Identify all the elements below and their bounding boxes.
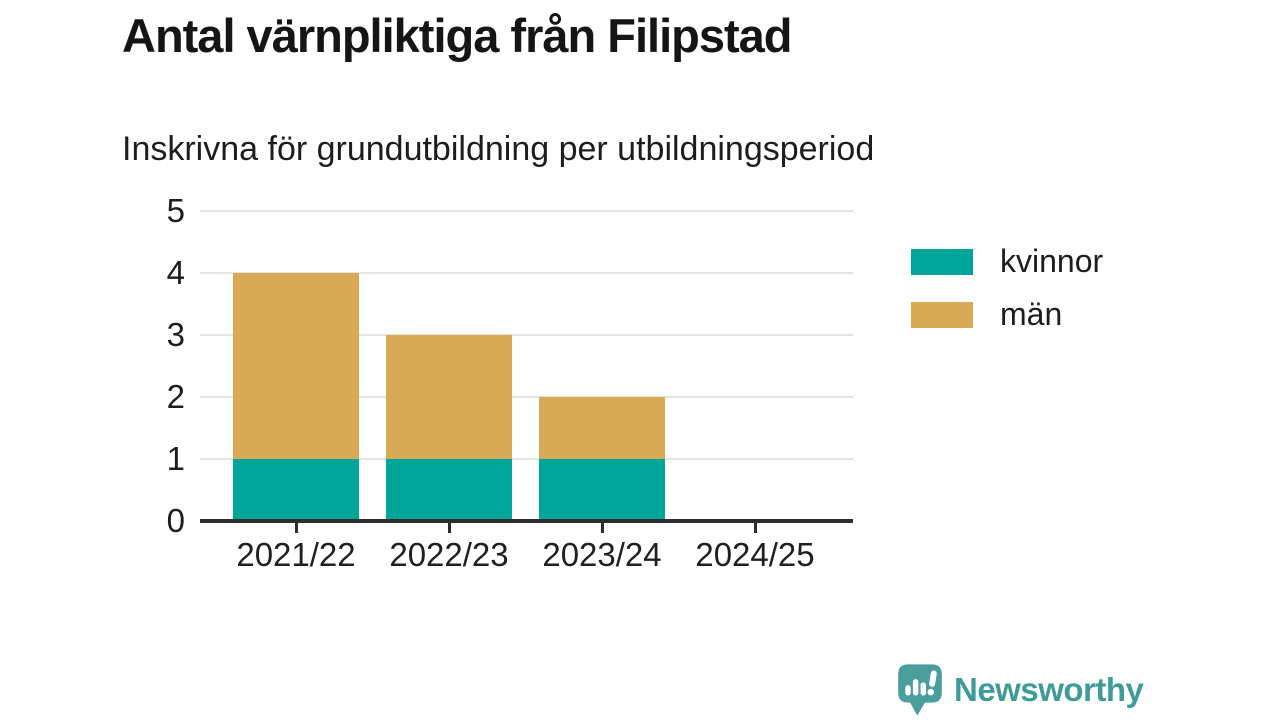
bar-segment-kvinnor: [539, 459, 665, 521]
bar-segment-kvinnor: [233, 459, 359, 521]
y-axis-label: 4: [166, 254, 185, 291]
newsworthy-logo: Newsworthy: [896, 662, 1144, 717]
bar-segment-män: [539, 397, 665, 459]
y-axis-label: 1: [166, 440, 185, 477]
x-axis-label: 2023/24: [542, 536, 662, 573]
y-axis-label: 0: [166, 502, 185, 539]
legend-item-män: män: [911, 296, 1103, 333]
x-axis-label: 2024/25: [695, 536, 815, 573]
legend-label: kvinnor: [1000, 243, 1104, 279]
newsworthy-bubble-icon: [898, 664, 942, 716]
chart-title: Antal värnpliktiga från Filipstad: [122, 9, 792, 62]
bar-segment-män: [233, 273, 359, 459]
x-axis-tick: [294, 523, 298, 533]
gridline: [200, 458, 853, 460]
gridline: [200, 272, 853, 274]
y-axis-label: 2: [166, 378, 185, 415]
y-axis-label: 3: [166, 316, 185, 353]
legend: kvinnor män: [911, 243, 1103, 333]
x-axis-label: 2021/22: [236, 536, 356, 573]
gridline: [200, 210, 853, 212]
x-axis-tick: [600, 523, 604, 533]
x-axis-line: [200, 519, 853, 523]
x-axis-tick: [447, 523, 451, 533]
bar-segment-män: [386, 335, 512, 459]
legend-item-kvinnor: kvinnor: [911, 243, 1103, 280]
x-axis-label: 2022/23: [389, 536, 509, 573]
y-axis-label: 5: [166, 192, 185, 229]
gridline: [200, 334, 853, 336]
legend-label: män: [1000, 296, 1063, 332]
bar-segment-kvinnor: [386, 459, 512, 521]
x-axis-tick: [753, 523, 757, 533]
brand-name: Newsworthy: [954, 670, 1144, 708]
legend-swatch-kvinnor: [911, 248, 973, 275]
gridline: [200, 396, 853, 398]
legend-swatch-män: [911, 301, 973, 328]
chart-subtitle: Inskrivna för grundutbildning per utbild…: [122, 130, 875, 168]
